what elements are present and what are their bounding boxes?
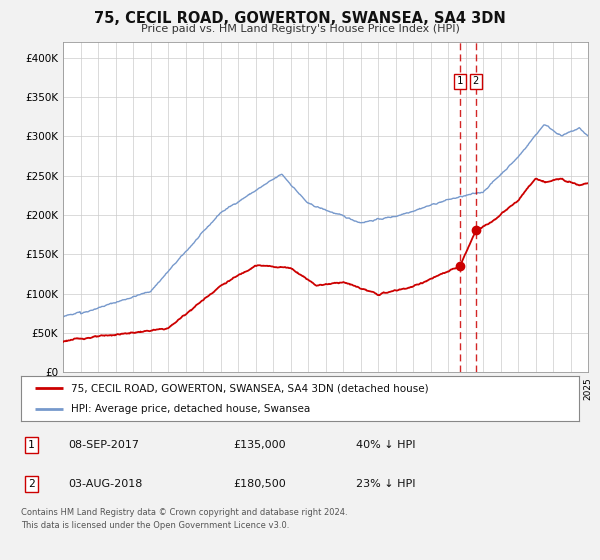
Text: 1: 1	[28, 440, 34, 450]
Text: HPI: Average price, detached house, Swansea: HPI: Average price, detached house, Swan…	[71, 404, 310, 414]
Text: 75, CECIL ROAD, GOWERTON, SWANSEA, SA4 3DN: 75, CECIL ROAD, GOWERTON, SWANSEA, SA4 3…	[94, 11, 506, 26]
Text: £180,500: £180,500	[233, 479, 286, 489]
Text: Contains HM Land Registry data © Crown copyright and database right 2024.: Contains HM Land Registry data © Crown c…	[21, 508, 347, 517]
Text: 40% ↓ HPI: 40% ↓ HPI	[356, 440, 415, 450]
Text: 75, CECIL ROAD, GOWERTON, SWANSEA, SA4 3DN (detached house): 75, CECIL ROAD, GOWERTON, SWANSEA, SA4 3…	[71, 384, 429, 394]
Text: £135,000: £135,000	[233, 440, 286, 450]
Text: Price paid vs. HM Land Registry's House Price Index (HPI): Price paid vs. HM Land Registry's House …	[140, 24, 460, 34]
Text: 03-AUG-2018: 03-AUG-2018	[68, 479, 143, 489]
Text: 2: 2	[28, 479, 34, 489]
Text: This data is licensed under the Open Government Licence v3.0.: This data is licensed under the Open Gov…	[21, 521, 289, 530]
Text: 23% ↓ HPI: 23% ↓ HPI	[356, 479, 415, 489]
Text: 08-SEP-2017: 08-SEP-2017	[68, 440, 139, 450]
Text: 2: 2	[473, 76, 479, 86]
Text: 1: 1	[457, 76, 463, 86]
